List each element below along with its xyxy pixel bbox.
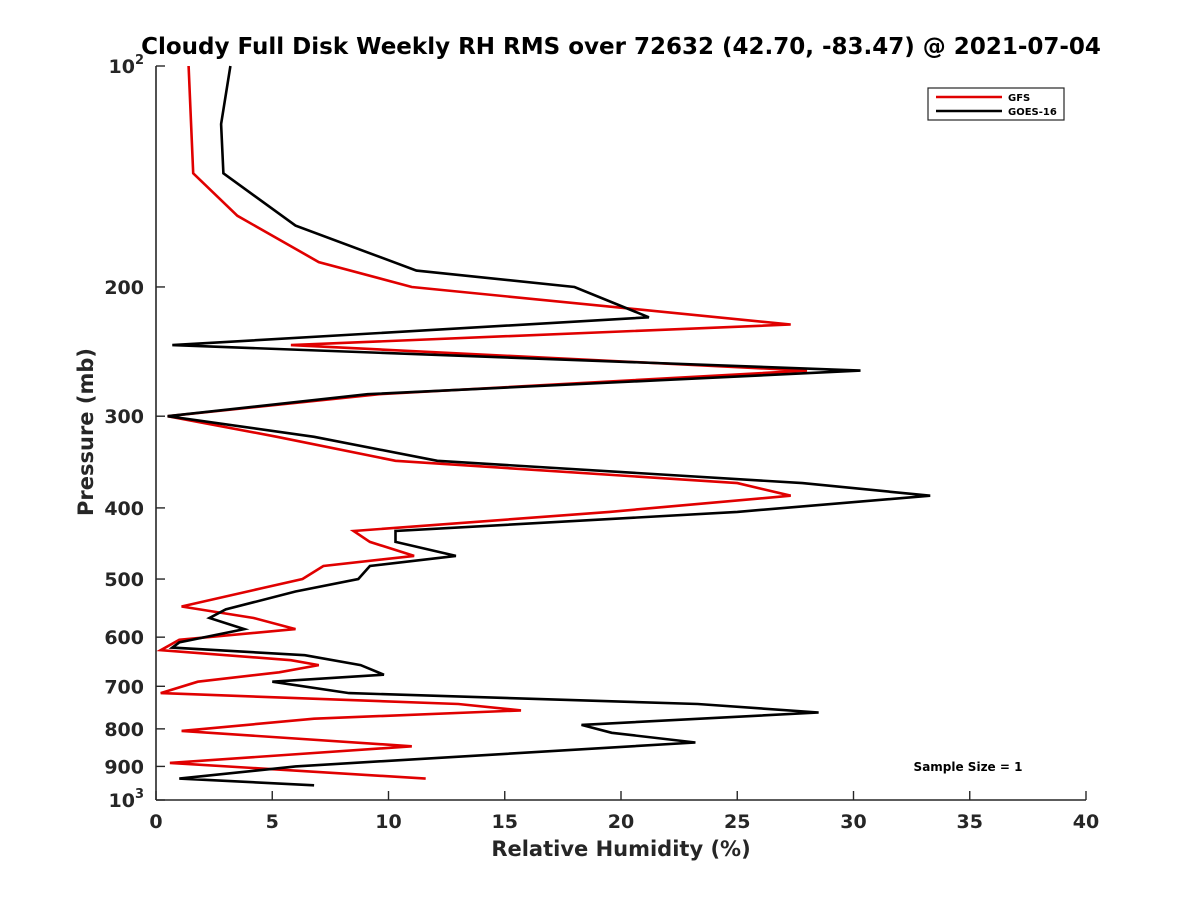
legend-box [927,87,1065,121]
series-line-gfs [156,65,808,780]
y-tick-label: 500 [104,569,144,591]
x-tick-label: 25 [724,811,750,833]
series-line-goes-16 [167,65,931,787]
y-tick-label: 600 [104,627,144,649]
x-tick-label: 15 [492,811,518,833]
legend-entry-goes-16: GOES-16 [1008,107,1057,118]
x-tick-label: 35 [957,811,983,833]
x-axis-ticks: 0 5 10 15 20 25 30 35 40 [149,791,1099,833]
chart-title: Cloudy Full Disk Weekly RH RMS over 7263… [141,34,1101,60]
x-tick-label: 5 [266,811,279,833]
y-tick-label: 700 [104,676,144,698]
series-layer [156,65,931,787]
x-tick-label: 10 [375,811,401,833]
legend: GFS GOES-16 [927,87,1065,121]
y-tick-label: 300 [104,406,144,428]
x-tick-label: 30 [840,811,866,833]
sample-size-annotation: Sample Size = 1 [914,760,1023,774]
x-tick-label: 0 [149,811,162,833]
y-tick-label: 200 [104,277,144,299]
y-axis-label: Pressure (mb) [74,348,98,516]
x-axis-label: Relative Humidity (%) [491,837,750,861]
y-tick-label: 400 [104,498,144,520]
y-tick-label: 800 [104,719,144,741]
x-tick-label: 20 [608,811,634,833]
y-axis-ticks: 102 200 300 400 500 600 700 800 900 103 [104,53,165,812]
legend-entry-gfs: GFS [1008,93,1030,104]
y-tick-label: 103 [109,787,145,812]
y-tick-label: 102 [109,53,145,78]
x-tick-label: 40 [1073,811,1099,833]
y-tick-label: 900 [104,756,144,778]
